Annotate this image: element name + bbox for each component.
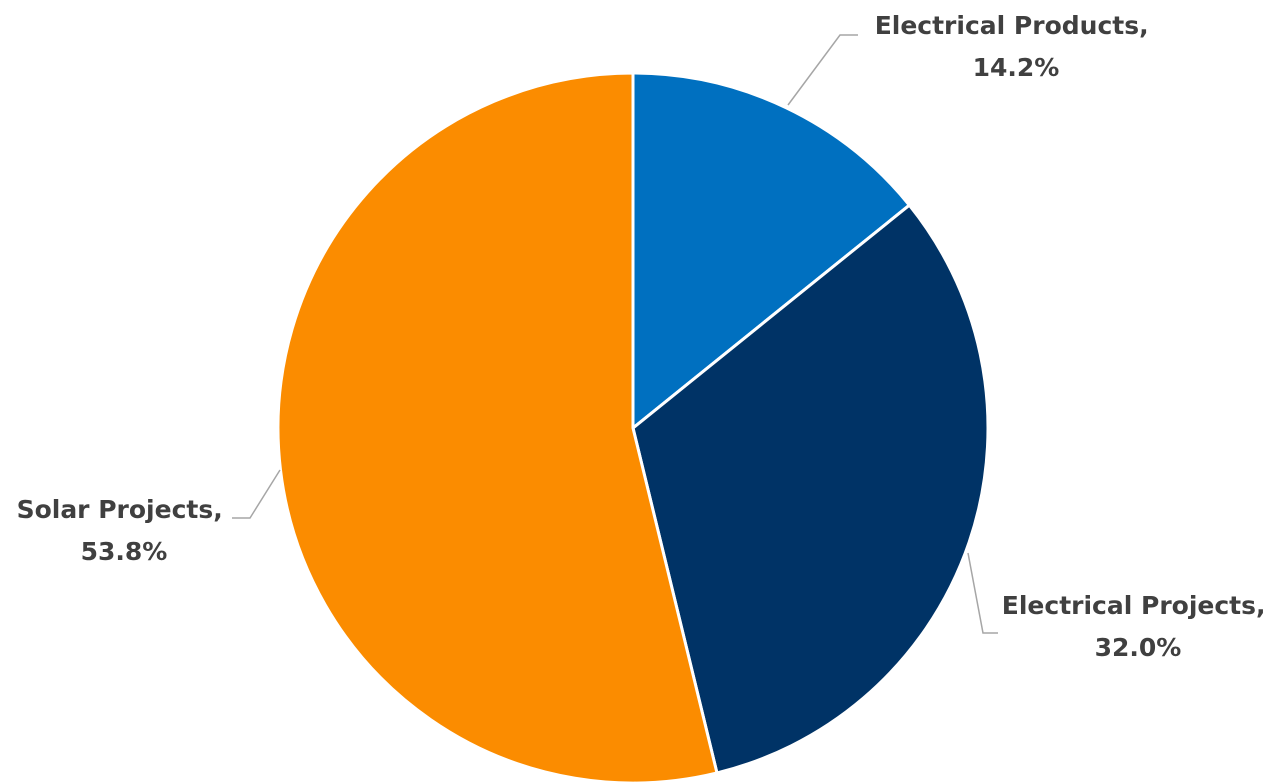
data-label-value-electrical-products: 14.2% [973,53,1060,82]
data-label-name-electrical-projects: Electrical Projects, [1002,591,1266,620]
data-label-solar-projects: Solar Projects, 53.8% [17,495,232,566]
leader-line-solar-projects [232,469,281,519]
pie-slices [276,71,990,783]
data-label-value-electrical-projects: 32.0% [1095,633,1182,662]
data-label-name-electrical-products: Electrical Products, [875,11,1149,40]
data-labels: Electrical Products, 14.2% Electrical Pr… [17,11,1274,662]
data-label-electrical-projects: Electrical Projects, 32.0% [1002,591,1274,662]
data-label-name-solar-projects: Solar Projects, [17,495,223,524]
slice-solar-projects[interactable] [276,71,719,783]
slice-electrical-projects[interactable] [631,203,990,775]
slice-electrical-products[interactable] [631,71,912,432]
leader-lines [232,34,998,634]
leader-line-electrical-projects [967,552,998,634]
data-label-value-solar-projects: 53.8% [81,537,168,566]
leader-line-electrical-products [787,34,858,106]
data-label-electrical-products: Electrical Products, 14.2% [875,11,1158,82]
